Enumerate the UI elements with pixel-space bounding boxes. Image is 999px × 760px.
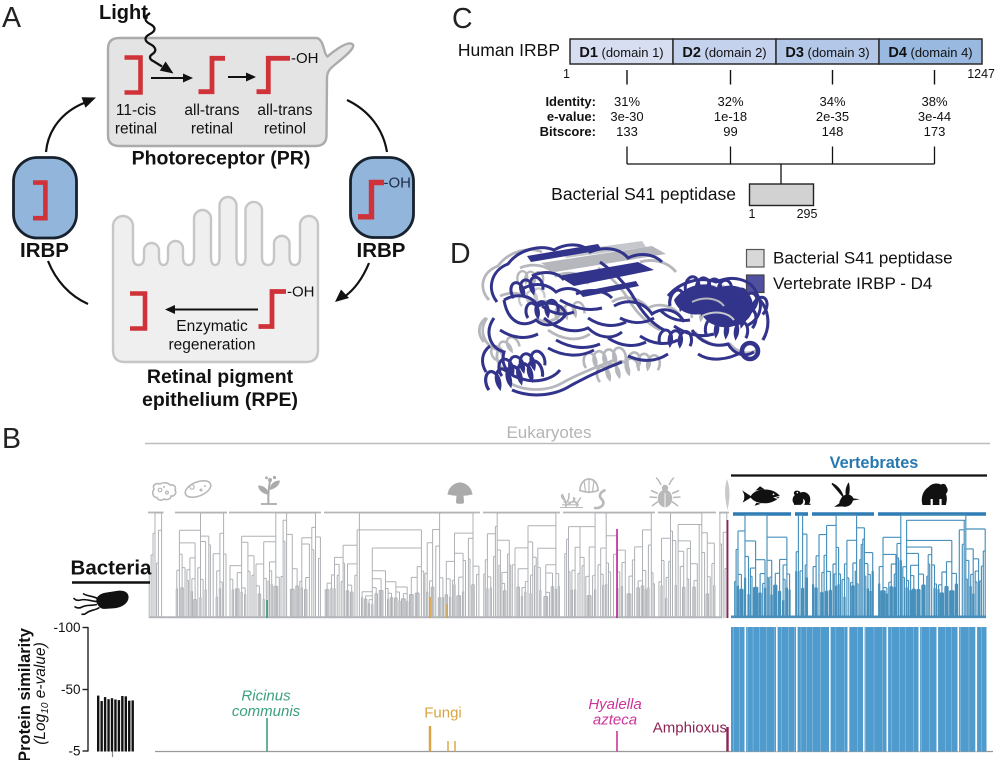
svg-text:(Log10 e-value): (Log10 e-value) [32,642,51,744]
svg-text:D4 (domain 4): D4 (domain 4) [888,45,972,61]
svg-text:173: 173 [924,124,946,139]
svg-text:133: 133 [616,124,638,139]
svg-text:all-trans: all-trans [257,102,312,119]
svg-text:148: 148 [822,124,844,139]
svg-text:A: A [2,2,21,34]
svg-text:azteca: azteca [593,712,637,729]
svg-text:Bacteria: Bacteria [71,557,153,580]
svg-text:Identity:: Identity: [545,94,596,109]
svg-text:Eukaryotes: Eukaryotes [506,423,591,442]
svg-text:Amphioxus: Amphioxus [653,720,727,737]
svg-text:-5: -5 [68,744,80,759]
svg-text:-OH: -OH [291,50,319,67]
svg-text:Ricinus: Ricinus [241,688,291,705]
svg-text:1: 1 [749,207,756,221]
svg-text:regeneration: regeneration [168,337,255,354]
svg-text:D2 (domain 2): D2 (domain 2) [682,45,766,61]
svg-text:Vertebrates: Vertebrates [830,454,919,472]
svg-text:11-cis: 11-cis [116,102,156,119]
svg-text:Light: Light [99,2,148,24]
svg-text:38%: 38% [921,94,947,109]
svg-text:Enzymatic: Enzymatic [176,318,248,335]
svg-text:D3 (domain 3): D3 (domain 3) [785,45,869,61]
svg-text:retinal: retinal [115,121,157,138]
svg-text:D1 (domain 1): D1 (domain 1) [579,45,663,61]
svg-text:-OH: -OH [287,284,315,301]
svg-text:retinal: retinal [191,121,233,138]
svg-text:3e-30: 3e-30 [610,109,643,124]
svg-text:C: C [452,3,473,35]
svg-text:communis: communis [232,703,301,720]
svg-text:epithelium (RPE): epithelium (RPE) [142,389,298,411]
svg-text:34%: 34% [819,94,845,109]
svg-text:2e-35: 2e-35 [816,109,849,124]
svg-text:Hyalella: Hyalella [588,696,641,713]
svg-text:-50: -50 [61,682,81,697]
svg-text:3e-44: 3e-44 [918,109,951,124]
svg-text:295: 295 [797,207,818,221]
svg-text:Bacterial S41 peptidase: Bacterial S41 peptidase [773,249,953,268]
svg-text:all-trans: all-trans [184,102,239,119]
svg-text:B: B [2,423,21,455]
svg-text:Bacterial S41 peptidase: Bacterial S41 peptidase [551,184,736,204]
svg-text:1247: 1247 [967,67,995,81]
svg-text:e-value:: e-value: [547,109,596,124]
svg-text:IRBP: IRBP [20,239,69,262]
svg-text:Protein similarity: Protein similarity [16,627,34,760]
svg-text:Vertebrate IRBP - D4: Vertebrate IRBP - D4 [773,274,932,293]
svg-text:retinol: retinol [264,121,306,138]
svg-text:Human IRBP: Human IRBP [458,40,560,60]
svg-text:31%: 31% [614,94,640,109]
svg-text:1: 1 [563,67,570,81]
svg-text:IRBP: IRBP [357,239,406,262]
svg-text:Bitscore:: Bitscore: [540,124,596,139]
svg-text:99: 99 [723,124,737,139]
svg-text:D: D [450,238,471,270]
svg-text:Retinal pigment: Retinal pigment [147,366,294,388]
svg-text:-100: -100 [53,620,80,635]
svg-text:32%: 32% [717,94,743,109]
svg-text:1e-18: 1e-18 [714,109,747,124]
svg-text:-OH: -OH [384,175,412,192]
svg-text:Photoreceptor (PR): Photoreceptor (PR) [132,148,311,170]
svg-text:Fungi: Fungi [424,705,462,722]
